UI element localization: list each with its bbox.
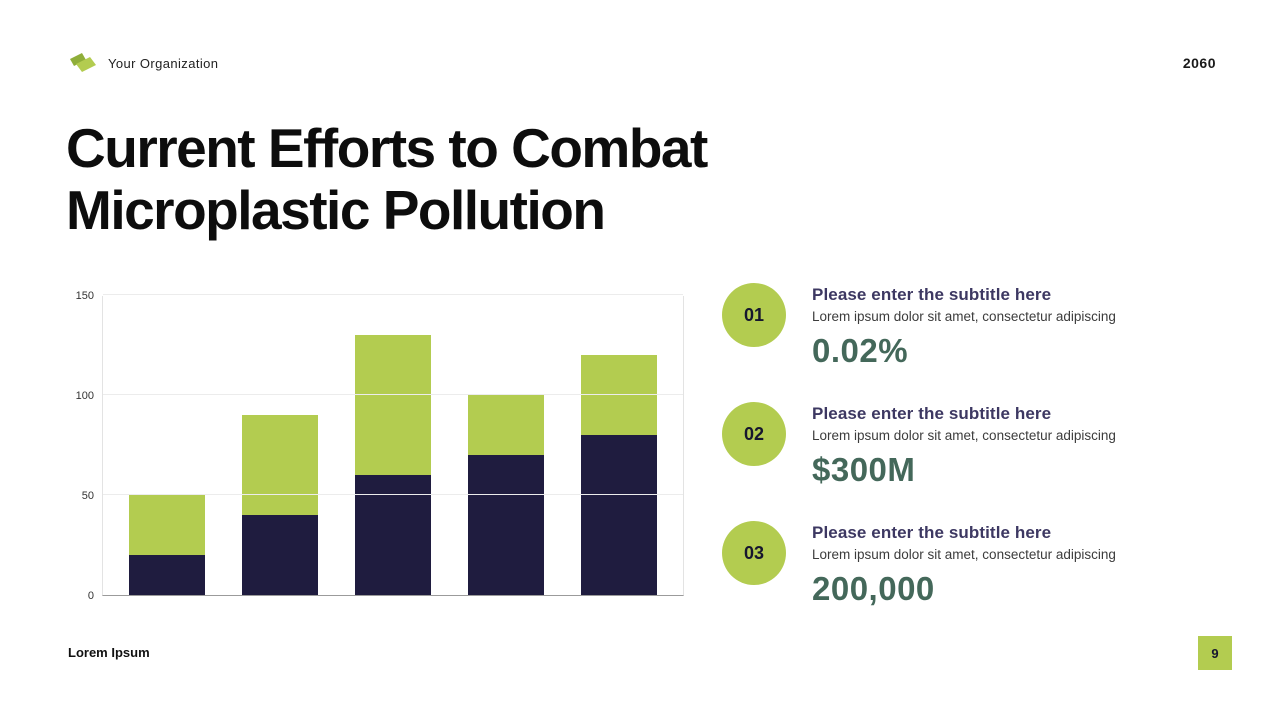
brand: Your Organization	[68, 51, 218, 75]
page-number-badge: 9	[1198, 636, 1232, 670]
top-segment	[354, 335, 431, 475]
header-year: 2060	[1182, 55, 1216, 71]
chart-plot-area	[102, 294, 684, 596]
stat-value: $300M	[812, 451, 916, 488]
y-tick-label: 0	[87, 590, 94, 602]
stat-title: Please enter the subtitle here	[812, 523, 1052, 542]
stat-number-badge: 02	[722, 402, 786, 466]
gridline	[103, 394, 683, 395]
organization-name: Your Organization	[108, 55, 219, 71]
gridline	[103, 294, 683, 295]
bar-4	[467, 395, 544, 595]
stat-description: Lorem ipsum dolor sit amet, consectetur …	[812, 547, 1116, 562]
y-tick-label: 100	[75, 390, 94, 402]
stat-description: Lorem ipsum dolor sit amet, consectetur …	[812, 428, 1116, 443]
top-segment	[580, 355, 657, 435]
bar-5	[580, 355, 657, 595]
stat-title: Please enter the subtitle here	[812, 285, 1052, 304]
y-tick-label: 150	[75, 290, 94, 302]
stat-item-2: 02 Please enter the subtitle here Lorem …	[722, 400, 1192, 489]
top-segment	[242, 415, 319, 515]
stat-text-block: Please enter the subtitle here Lorem ips…	[812, 519, 1116, 608]
stats-list: 01 Please enter the subtitle here Lorem …	[722, 281, 1192, 638]
footer-text: Lorem Ipsum	[68, 645, 150, 660]
y-tick-label: 50	[81, 490, 94, 502]
bottom-segment	[467, 455, 544, 595]
stat-title: Please enter the subtitle here	[812, 404, 1052, 423]
organization-logo-icon	[68, 51, 98, 75]
bottom-segment	[129, 555, 206, 595]
stacked-bar-chart: 0 50 100 150	[68, 288, 686, 620]
bottom-segment	[354, 475, 431, 595]
stat-number-badge: 01	[722, 283, 786, 347]
chart-bars	[103, 296, 683, 595]
top-segment	[129, 495, 206, 555]
stat-item-1: 01 Please enter the subtitle here Lorem …	[722, 281, 1192, 370]
bar-3	[354, 335, 431, 595]
bottom-segment	[242, 515, 319, 595]
stat-item-3: 03 Please enter the subtitle here Lorem …	[722, 519, 1192, 608]
stat-value: 200,000	[812, 570, 935, 607]
top-segment	[467, 395, 544, 455]
gridline	[103, 494, 683, 495]
bottom-segment	[580, 435, 657, 595]
stat-number-badge: 03	[722, 521, 786, 585]
header: Your Organization 2060	[68, 48, 1216, 78]
stat-description: Lorem ipsum dolor sit amet, consectetur …	[812, 309, 1116, 324]
slide-title: Current Efforts to Combat Microplastic P…	[66, 117, 708, 241]
stat-text-block: Please enter the subtitle here Lorem ips…	[812, 281, 1116, 370]
bar-2	[242, 415, 319, 595]
stat-value: 0.02%	[812, 332, 909, 369]
bar-1	[129, 495, 206, 595]
stat-text-block: Please enter the subtitle here Lorem ips…	[812, 400, 1116, 489]
